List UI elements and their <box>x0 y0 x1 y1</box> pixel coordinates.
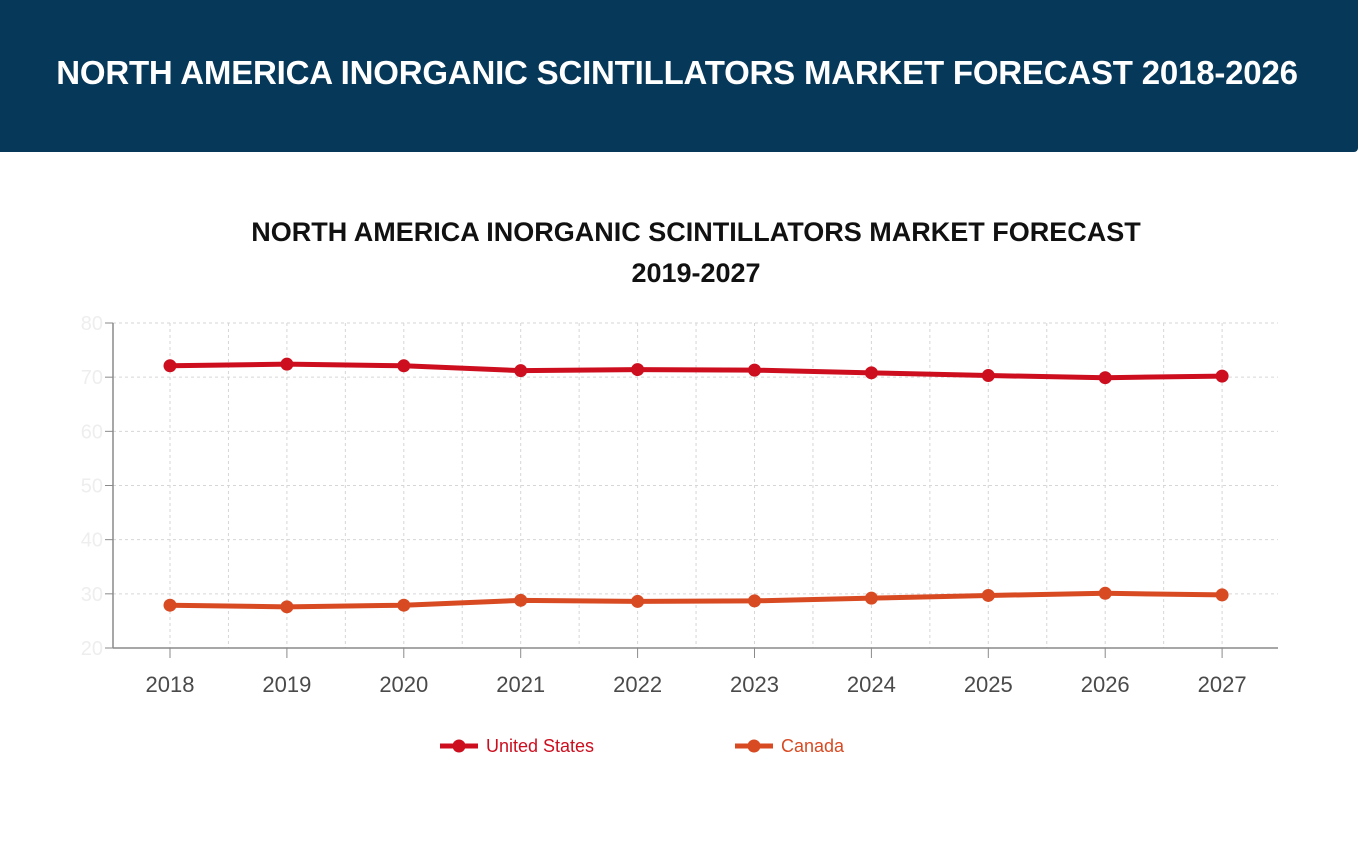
x-tick-label: 2022 <box>613 672 662 697</box>
x-tick-label: 2019 <box>262 672 311 697</box>
data-point <box>1098 586 1112 600</box>
data-point <box>981 369 995 383</box>
header-banner: NORTH AMERICA INORGANIC SCINTILLATORS MA… <box>0 0 1358 152</box>
data-point <box>514 364 528 378</box>
x-tick-label: 2018 <box>146 672 195 697</box>
y-tick-label: 80 <box>81 313 103 335</box>
chart-title: NORTH AMERICA INORGANIC SCINTILLATORS MA… <box>196 212 1196 294</box>
legend-swatch-icon <box>440 739 478 753</box>
legend-label: United States <box>486 735 595 756</box>
data-point <box>280 357 294 371</box>
data-point <box>514 593 528 607</box>
legend-item[interactable]: Canada <box>735 733 844 759</box>
data-point <box>397 598 411 612</box>
data-point <box>631 363 645 377</box>
x-tick-label: 2020 <box>379 672 428 697</box>
banner-title: NORTH AMERICA INORGANIC SCINTILLATORS MA… <box>56 54 1298 91</box>
series-group <box>163 357 1229 614</box>
legend-label: Canada <box>781 735 845 756</box>
data-point <box>748 363 761 377</box>
legend-swatch-icon <box>735 739 773 753</box>
data-point <box>1215 588 1229 602</box>
data-point <box>163 359 177 373</box>
data-point <box>631 594 645 608</box>
data-point <box>1215 369 1229 383</box>
x-tick-label: 2025 <box>964 672 1013 697</box>
x-axis-ticks: 2018 2019 2020 2021 2022 2023 2024 2025 2026 2027 <box>146 648 1247 697</box>
x-tick-label: 2026 <box>1081 672 1130 697</box>
series-line-1 <box>167 590 1225 610</box>
data-point <box>397 359 411 373</box>
data-point <box>280 600 294 614</box>
x-tick-label: 2024 <box>847 672 896 697</box>
data-point <box>981 588 995 602</box>
x-tick-label: 2027 <box>1198 672 1247 697</box>
data-point <box>864 366 878 380</box>
y-axis-ticks: 20 30 40 50 60 70 80 <box>81 313 113 660</box>
x-tick-label: 2021 <box>496 672 545 697</box>
chart-title-line-2: 2019-2027 <box>631 258 761 288</box>
y-tick-label: 60 <box>81 421 103 443</box>
series-line-0 <box>167 361 1225 381</box>
y-tick-label: 70 <box>81 367 103 389</box>
chart-title-line-1: NORTH AMERICA INORGANIC SCINTILLATORS MA… <box>251 217 1141 247</box>
data-point <box>163 598 177 612</box>
data-point <box>1098 371 1112 385</box>
data-point <box>748 594 761 608</box>
y-tick-label: 50 <box>81 476 103 498</box>
x-tick-label: 2023 <box>730 672 779 697</box>
data-point <box>864 591 878 605</box>
y-tick-label: 40 <box>81 530 103 552</box>
y-tick-label: 30 <box>81 584 103 606</box>
legend-item[interactable]: United States <box>440 733 594 759</box>
y-tick-label: 20 <box>81 638 103 660</box>
